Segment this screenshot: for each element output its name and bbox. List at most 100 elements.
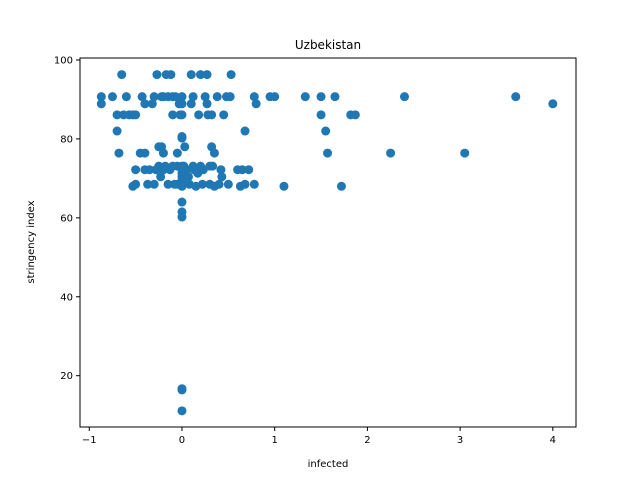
- data-point: [149, 179, 159, 189]
- data-point: [186, 99, 196, 109]
- data-point: [330, 92, 340, 102]
- data-point: [145, 165, 155, 175]
- data-point: [219, 110, 229, 120]
- data-point: [225, 92, 235, 102]
- data-point: [202, 70, 212, 80]
- data-point: [158, 148, 168, 158]
- data-point: [323, 148, 333, 158]
- y-tick-label: 80: [60, 134, 73, 145]
- data-point: [140, 148, 150, 158]
- data-point: [511, 92, 521, 102]
- data-point: [112, 126, 122, 136]
- x-tick-label: −1: [82, 435, 97, 446]
- data-point: [131, 179, 141, 189]
- x-axis-label: infected: [308, 459, 349, 470]
- data-point: [114, 148, 124, 158]
- data-point: [200, 92, 210, 102]
- data-point: [399, 92, 409, 102]
- data-point: [177, 385, 187, 395]
- data-point: [180, 142, 190, 152]
- x-tick-label: 3: [457, 435, 463, 446]
- x-tick-label: 0: [179, 435, 185, 446]
- data-point: [112, 110, 122, 120]
- data-point: [196, 70, 206, 80]
- x-tick-label: 1: [272, 435, 278, 446]
- data-point: [270, 92, 280, 102]
- data-point: [212, 92, 222, 102]
- data-point: [131, 165, 141, 175]
- data-point: [207, 110, 217, 120]
- data-point: [279, 181, 289, 191]
- data-point: [336, 181, 346, 191]
- y-tick-label: 60: [60, 213, 73, 224]
- data-point: [251, 99, 261, 109]
- data-point: [163, 179, 173, 189]
- data-point: [186, 70, 196, 80]
- y-axis-ticks: 20 40 60 80 100: [54, 55, 80, 382]
- data-point: [321, 126, 331, 136]
- data-point: [300, 92, 310, 102]
- data-point: [156, 172, 166, 182]
- data-point: [152, 70, 162, 80]
- data-point: [177, 92, 187, 102]
- data-point: [183, 172, 193, 182]
- data-point: [177, 181, 187, 191]
- data-point: [197, 179, 207, 189]
- data-point: [177, 406, 187, 416]
- data-point: [386, 148, 396, 158]
- data-point: [121, 92, 131, 102]
- data-point: [194, 110, 204, 120]
- plot-frame: [79, 57, 577, 428]
- data-point: [177, 133, 187, 143]
- data-point: [117, 70, 127, 80]
- data-point: [249, 179, 259, 189]
- data-point: [216, 165, 226, 175]
- data-point: [140, 99, 150, 109]
- y-tick-label: 40: [60, 292, 73, 303]
- data-point: [209, 148, 219, 158]
- data-point: [249, 92, 259, 102]
- data-point: [237, 165, 247, 175]
- data-point: [316, 92, 326, 102]
- data-point: [170, 92, 180, 102]
- data-point: [226, 70, 236, 80]
- y-axis-label: stringency index: [26, 200, 37, 283]
- data-points: [96, 70, 558, 416]
- data-point: [143, 179, 153, 189]
- data-point: [172, 148, 182, 158]
- data-point: [177, 197, 187, 207]
- data-point: [223, 179, 233, 189]
- data-point: [350, 110, 360, 120]
- data-point: [177, 110, 187, 120]
- data-point: [96, 92, 106, 102]
- data-point: [96, 99, 106, 109]
- chart-title: Uzbekistan: [295, 38, 361, 52]
- data-point: [240, 126, 250, 136]
- data-point: [548, 99, 558, 109]
- x-axis-ticks: −1 0 1 2 3 4: [82, 427, 556, 446]
- data-point: [137, 92, 147, 102]
- data-point: [107, 92, 117, 102]
- data-point: [202, 99, 212, 109]
- x-tick-label: 2: [364, 435, 370, 446]
- y-tick-label: 20: [60, 371, 73, 382]
- data-point: [208, 161, 218, 171]
- data-point: [460, 148, 470, 158]
- data-point: [240, 179, 250, 189]
- data-point: [188, 92, 198, 102]
- data-point: [149, 92, 159, 102]
- data-point: [214, 179, 224, 189]
- y-tick-label: 100: [54, 55, 73, 66]
- data-point: [217, 172, 227, 182]
- data-point: [316, 110, 326, 120]
- data-point: [168, 110, 178, 120]
- data-point: [244, 165, 254, 175]
- data-point: [147, 99, 157, 109]
- data-point: [131, 110, 141, 120]
- data-point: [177, 212, 187, 222]
- data-point: [177, 99, 187, 109]
- x-tick-label: 4: [550, 435, 556, 446]
- data-point: [166, 70, 176, 80]
